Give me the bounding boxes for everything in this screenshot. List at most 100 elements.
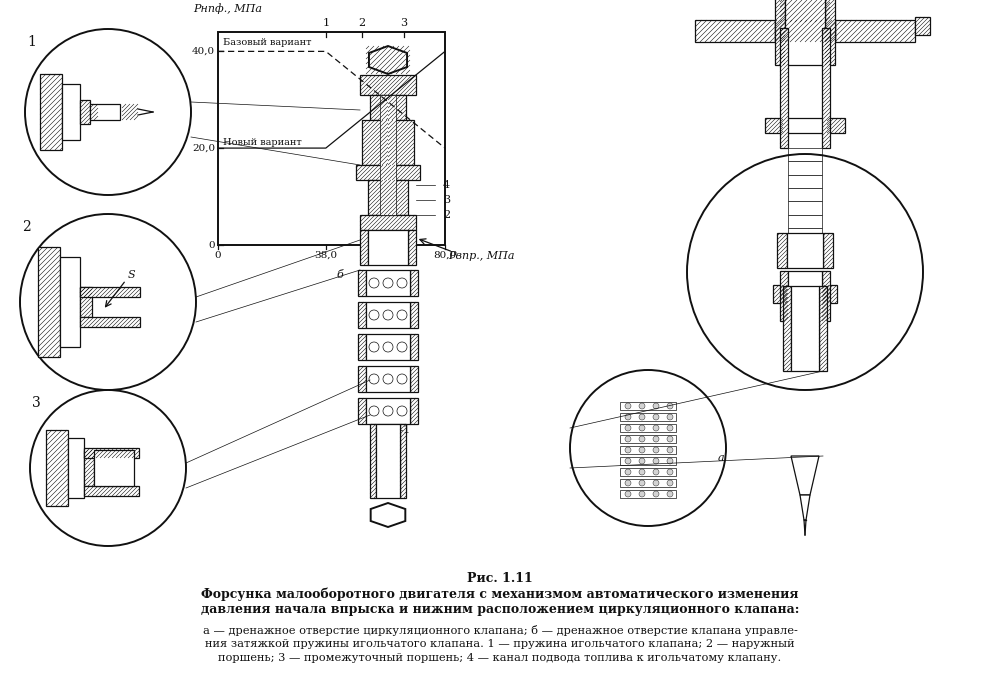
Bar [822, 28, 830, 148]
Circle shape [397, 406, 407, 416]
Text: 1: 1 [403, 425, 410, 435]
Bar [620, 424, 676, 432]
Circle shape [397, 310, 407, 320]
Circle shape [625, 425, 631, 431]
Bar [362, 120, 414, 165]
Polygon shape [800, 495, 810, 520]
Bar [84, 450, 94, 486]
Circle shape [383, 342, 393, 352]
Bar [360, 230, 368, 265]
Text: 2: 2 [359, 18, 366, 28]
Circle shape [369, 374, 379, 384]
Circle shape [625, 414, 631, 420]
Circle shape [570, 370, 726, 526]
Circle shape [625, 436, 631, 442]
Circle shape [639, 458, 645, 464]
Circle shape [397, 374, 407, 384]
Circle shape [383, 406, 393, 416]
Bar [356, 165, 388, 180]
Text: 3: 3 [32, 396, 41, 410]
Circle shape [369, 278, 379, 288]
Text: а — дренажное отверстие циркуляционного клапана; б — дренажное отверстие клапана: а — дренажное отверстие циркуляционного … [203, 624, 797, 635]
Bar [410, 398, 418, 424]
Bar [40, 74, 62, 150]
Bar [388, 95, 406, 120]
Bar [62, 84, 80, 140]
Bar [218, 32, 445, 245]
Circle shape [653, 425, 659, 431]
Bar [788, 215, 822, 228]
Text: Базовый вариант: Базовый вариант [223, 38, 312, 47]
Bar [94, 450, 134, 486]
Circle shape [25, 29, 191, 195]
Bar [695, 20, 775, 42]
Bar [400, 424, 406, 498]
Circle shape [653, 436, 659, 442]
Circle shape [653, 447, 659, 453]
Bar [370, 95, 388, 120]
Bar [388, 215, 416, 230]
Bar [356, 165, 420, 180]
Text: б: б [336, 270, 343, 280]
Bar [835, 20, 915, 42]
Bar [60, 257, 80, 347]
Circle shape [639, 491, 645, 497]
Bar [40, 74, 62, 150]
Text: 3: 3 [401, 18, 408, 28]
Bar [358, 302, 366, 328]
Bar [620, 402, 676, 410]
Bar [780, 28, 788, 148]
Bar [80, 287, 92, 317]
Bar [84, 486, 139, 496]
Text: Рис. 1.11: Рис. 1.11 [467, 571, 533, 584]
Bar [620, 457, 676, 465]
Circle shape [369, 310, 379, 320]
Bar [388, 75, 416, 95]
Bar [780, 0, 830, 22]
Bar [360, 230, 368, 265]
Bar [695, 20, 775, 42]
Circle shape [667, 458, 673, 464]
Bar [368, 180, 408, 215]
Bar [358, 334, 366, 360]
Bar [788, 175, 822, 188]
Circle shape [625, 480, 631, 486]
Bar [370, 95, 406, 120]
Text: Форсунка малооборотного двигателя с механизмом автоматического изменения: Форсунка малооборотного двигателя с меха… [201, 587, 799, 601]
Circle shape [30, 390, 186, 546]
Bar [358, 366, 366, 392]
Circle shape [653, 480, 659, 486]
Bar [827, 118, 845, 133]
Text: 2: 2 [22, 220, 31, 234]
Bar [775, 0, 785, 65]
Circle shape [667, 414, 673, 420]
Bar [358, 398, 366, 424]
Bar [358, 366, 366, 392]
Bar [388, 180, 408, 215]
Bar [765, 118, 783, 133]
Circle shape [383, 374, 393, 384]
Bar [370, 424, 376, 498]
Bar [822, 271, 830, 321]
Polygon shape [371, 503, 405, 527]
Bar [84, 448, 139, 458]
Bar [410, 334, 418, 360]
Bar [788, 228, 822, 241]
Bar [400, 424, 406, 498]
Bar [825, 0, 835, 65]
Bar [775, 0, 785, 65]
Circle shape [667, 491, 673, 497]
Bar [410, 398, 418, 424]
Circle shape [653, 458, 659, 464]
Text: давления начала впрыска и нижним расположением циркуляционного клапана:: давления начала впрыска и нижним располо… [201, 602, 799, 615]
Bar [827, 118, 845, 133]
Text: 0: 0 [208, 241, 215, 250]
Bar [785, 0, 825, 65]
Circle shape [639, 447, 645, 453]
Bar [410, 366, 418, 392]
Bar [783, 286, 791, 371]
Bar [80, 287, 92, 317]
Circle shape [653, 491, 659, 497]
Bar [368, 180, 388, 215]
Bar [823, 285, 837, 303]
